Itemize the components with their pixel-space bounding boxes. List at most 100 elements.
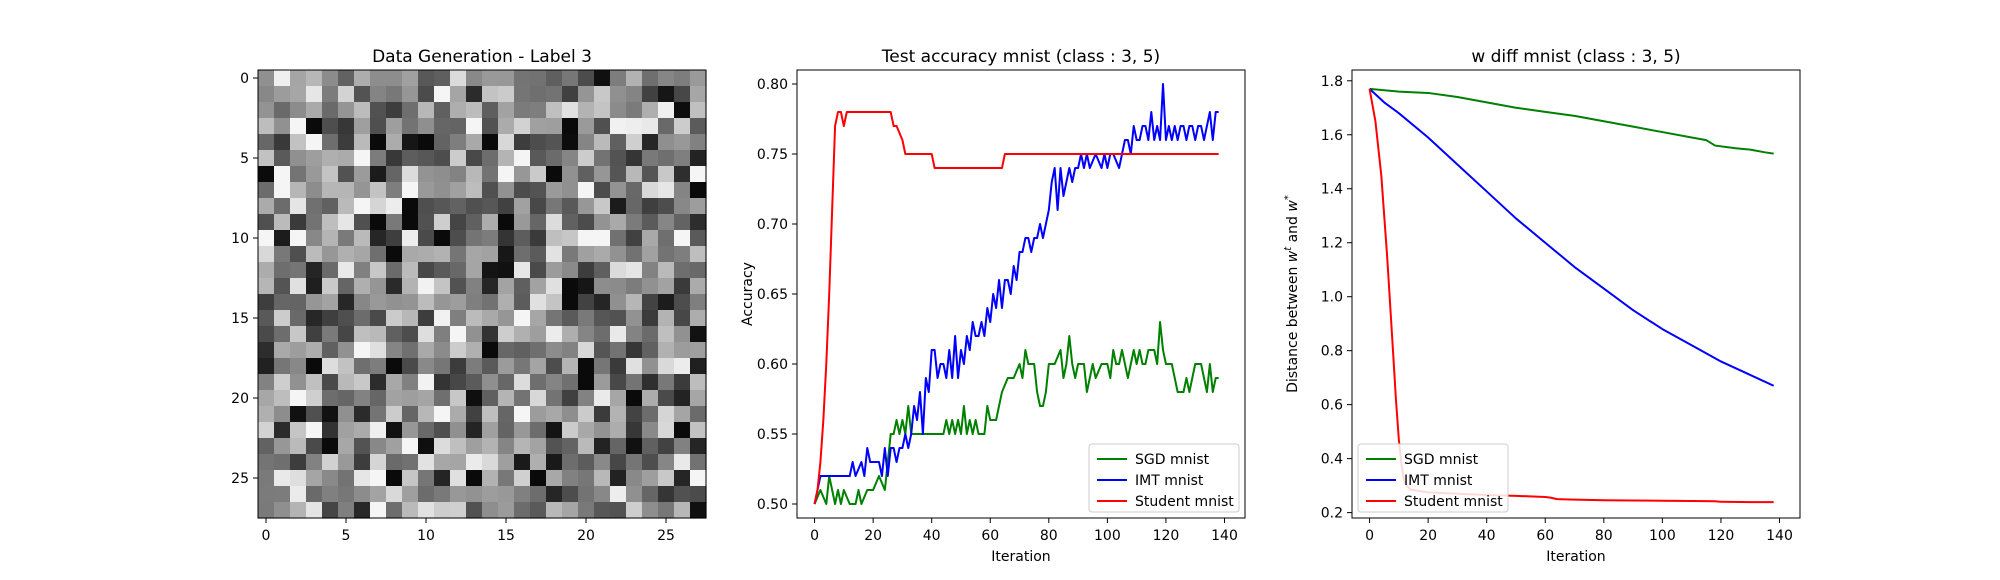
heatmap-cell xyxy=(562,406,579,423)
heatmap-cell xyxy=(642,374,659,391)
heatmap-cell xyxy=(402,502,419,519)
heatmap-cell xyxy=(674,182,691,199)
heatmap-cell xyxy=(338,342,355,359)
heatmap-cell xyxy=(610,70,627,87)
heatmap-cell xyxy=(546,310,563,327)
heatmap-cell xyxy=(498,262,515,279)
heatmap-cell xyxy=(274,278,291,295)
heatmap-cell xyxy=(386,310,403,327)
heatmap-cell xyxy=(466,310,483,327)
heatmap-cell xyxy=(290,246,307,263)
heatmap-cell xyxy=(546,278,563,295)
heatmap-cell xyxy=(450,454,467,471)
heatmap-cell xyxy=(578,166,595,183)
heatmap-cell xyxy=(594,198,611,215)
series-line-sgd-mnist xyxy=(813,321,1219,505)
heatmap-cell xyxy=(642,278,659,295)
heatmap-cell xyxy=(690,86,707,103)
heatmap-cell xyxy=(466,246,483,263)
heatmap-cell xyxy=(354,118,371,135)
heatmap-cell xyxy=(498,166,515,183)
heatmap-cell xyxy=(354,454,371,471)
heatmap-cell xyxy=(450,262,467,279)
heatmap-cell xyxy=(562,390,579,407)
heatmap-cell xyxy=(434,134,451,151)
heatmap-cell xyxy=(642,70,659,87)
heatmap-cell xyxy=(306,230,323,247)
heatmap-cell xyxy=(450,70,467,87)
heatmap-cell xyxy=(482,358,499,375)
heatmap-cell xyxy=(498,70,515,87)
heatmap-cell xyxy=(354,134,371,151)
y-tick-label: 1.0 xyxy=(1321,290,1343,306)
heatmap-cell xyxy=(658,134,675,151)
heatmap-cell xyxy=(546,470,563,487)
y-tick-label: 0.65 xyxy=(757,287,788,303)
x-tick-label: 60 xyxy=(1536,528,1554,544)
heatmap-cell xyxy=(450,406,467,423)
heatmap-cell xyxy=(290,406,307,423)
heatmap-cell xyxy=(674,422,691,439)
heatmap-cell xyxy=(482,470,499,487)
heatmap-cell xyxy=(354,470,371,487)
heatmap-cell xyxy=(610,422,627,439)
series-line-imt-mnist xyxy=(813,83,1219,505)
heatmap-xtick-label: 25 xyxy=(657,528,675,544)
heatmap-cell xyxy=(354,70,371,87)
heatmap-cell xyxy=(594,246,611,263)
heatmap-cell xyxy=(562,214,579,231)
heatmap-panel: Data Generation - Label 3 0 5 10 15 20 25 0 5 10 1… xyxy=(231,47,707,544)
heatmap-cell xyxy=(674,86,691,103)
heatmap-cell xyxy=(530,406,547,423)
heatmap-cell xyxy=(322,294,339,311)
heatmap-cell xyxy=(594,70,611,87)
heatmap-cell xyxy=(370,246,387,263)
heatmap-cell xyxy=(274,390,291,407)
heatmap-cell xyxy=(610,342,627,359)
heatmap-cell xyxy=(498,454,515,471)
heatmap-cell xyxy=(258,374,275,391)
heatmap-cell xyxy=(546,294,563,311)
heatmap-cell xyxy=(354,406,371,423)
heatmap-cell xyxy=(578,102,595,119)
heatmap-cell xyxy=(642,182,659,199)
heatmap-cell xyxy=(274,118,291,135)
heatmap-cell xyxy=(674,454,691,471)
heatmap-cell xyxy=(450,390,467,407)
series-lines xyxy=(813,83,1219,505)
heatmap-cell xyxy=(370,326,387,343)
heatmap-cell xyxy=(546,374,563,391)
heatmap-cell xyxy=(530,358,547,375)
heatmap-cell xyxy=(578,230,595,247)
heatmap-cell xyxy=(386,470,403,487)
heatmap-cell xyxy=(418,294,435,311)
heatmap-cell xyxy=(386,70,403,87)
heatmap-cell xyxy=(626,486,643,503)
heatmap-cell xyxy=(626,230,643,247)
heatmap-cell xyxy=(306,486,323,503)
heatmap-cell xyxy=(434,342,451,359)
heatmap-cell xyxy=(482,438,499,455)
heatmap-cell xyxy=(482,166,499,183)
heatmap-cell xyxy=(562,198,579,215)
heatmap-cell xyxy=(466,470,483,487)
heatmap-cell xyxy=(338,182,355,199)
heatmap-cell xyxy=(258,118,275,135)
heatmap-cell xyxy=(274,262,291,279)
heatmap-cell xyxy=(370,438,387,455)
heatmap-cell xyxy=(306,374,323,391)
heatmap-cell xyxy=(642,406,659,423)
heatmap-cell xyxy=(658,422,675,439)
y-axis-label-part: w xyxy=(1285,250,1301,262)
heatmap-cell xyxy=(434,374,451,391)
heatmap-cell xyxy=(546,358,563,375)
heatmap-cell xyxy=(482,278,499,295)
heatmap-cell xyxy=(354,166,371,183)
heatmap-cell xyxy=(610,262,627,279)
heatmap-cell xyxy=(562,134,579,151)
heatmap-cell xyxy=(290,262,307,279)
heatmap-cell xyxy=(530,422,547,439)
heatmap-cell xyxy=(402,262,419,279)
heatmap-cell xyxy=(338,502,355,519)
heatmap-cell xyxy=(562,358,579,375)
